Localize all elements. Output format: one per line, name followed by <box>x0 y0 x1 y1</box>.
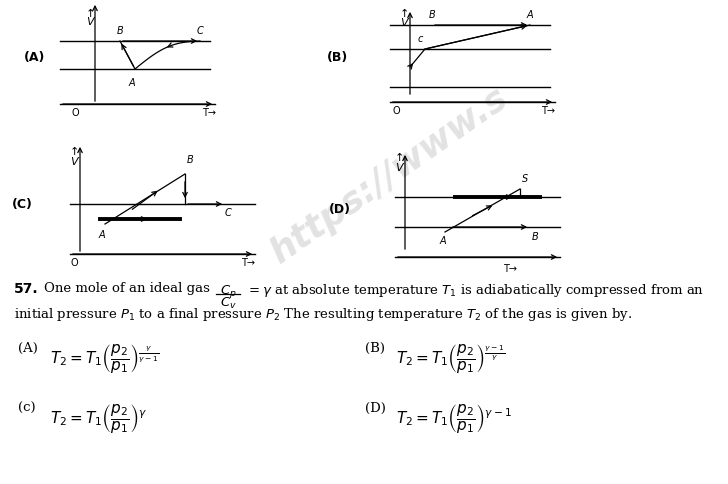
Text: V: V <box>86 17 94 27</box>
Text: (D): (D) <box>329 203 351 216</box>
Text: A: A <box>526 10 534 20</box>
Text: ↑: ↑ <box>395 152 404 163</box>
Text: O: O <box>70 257 78 268</box>
Text: A: A <box>440 236 446 245</box>
Text: T→: T→ <box>503 263 517 273</box>
Text: A: A <box>99 229 106 240</box>
Text: (c): (c) <box>18 401 36 414</box>
Text: V: V <box>70 157 78 166</box>
Text: T→: T→ <box>202 108 216 118</box>
Text: V: V <box>395 163 403 173</box>
Text: S: S <box>522 174 528 183</box>
Text: V: V <box>400 18 408 28</box>
Text: $T_2 = T_1\left(\dfrac{p_2}{p_1}\right)^{\frac{\gamma}{\gamma-1}}$: $T_2 = T_1\left(\dfrac{p_2}{p_1}\right)^… <box>50 341 159 374</box>
Text: (B): (B) <box>365 341 385 354</box>
Text: B: B <box>186 155 194 165</box>
Text: B: B <box>429 10 435 20</box>
Text: T→: T→ <box>541 106 555 116</box>
Text: T→: T→ <box>241 257 255 268</box>
Text: B: B <box>116 26 123 36</box>
Text: One mole of an ideal gas: One mole of an ideal gas <box>44 281 210 294</box>
Text: (A): (A) <box>18 341 38 354</box>
Text: (B): (B) <box>328 51 349 64</box>
Text: $T_2 = T_1\left(\dfrac{p_2}{p_1}\right)^{\gamma-1}$: $T_2 = T_1\left(\dfrac{p_2}{p_1}\right)^… <box>396 401 512 434</box>
Text: 57.: 57. <box>14 281 39 295</box>
Text: A: A <box>129 78 135 88</box>
Text: O: O <box>392 106 400 116</box>
Text: ↑: ↑ <box>69 147 79 157</box>
Text: $T_2 = T_1\left(\dfrac{p_2}{p_1}\right)^{\frac{\gamma-1}{\gamma}}$: $T_2 = T_1\left(\dfrac{p_2}{p_1}\right)^… <box>396 341 505 374</box>
Text: https://www.s: https://www.s <box>265 80 515 269</box>
Text: B: B <box>531 231 539 242</box>
Text: C: C <box>225 208 232 217</box>
Text: (C): (C) <box>12 198 33 211</box>
Text: (A): (A) <box>24 51 46 64</box>
Text: $= \gamma$ at absolute temperature $T_1$ is adiabatically compressed from an: $= \gamma$ at absolute temperature $T_1$… <box>246 281 704 298</box>
Text: ↑: ↑ <box>85 9 95 19</box>
Text: $T_2 = T_1\left(\dfrac{p_2}{p_1}\right)^{\gamma}$: $T_2 = T_1\left(\dfrac{p_2}{p_1}\right)^… <box>50 401 148 434</box>
Text: C: C <box>197 26 203 36</box>
Text: initial pressure $P_1$ to a final pressure $P_2$ The resulting temperature $T_2$: initial pressure $P_1$ to a final pressu… <box>14 305 633 322</box>
Text: (D): (D) <box>365 401 386 414</box>
Text: $C_p$: $C_p$ <box>220 283 237 300</box>
Text: ↑: ↑ <box>400 9 408 19</box>
Text: O: O <box>71 108 79 118</box>
Text: $C_v$: $C_v$ <box>220 295 237 310</box>
Text: c: c <box>417 34 423 44</box>
